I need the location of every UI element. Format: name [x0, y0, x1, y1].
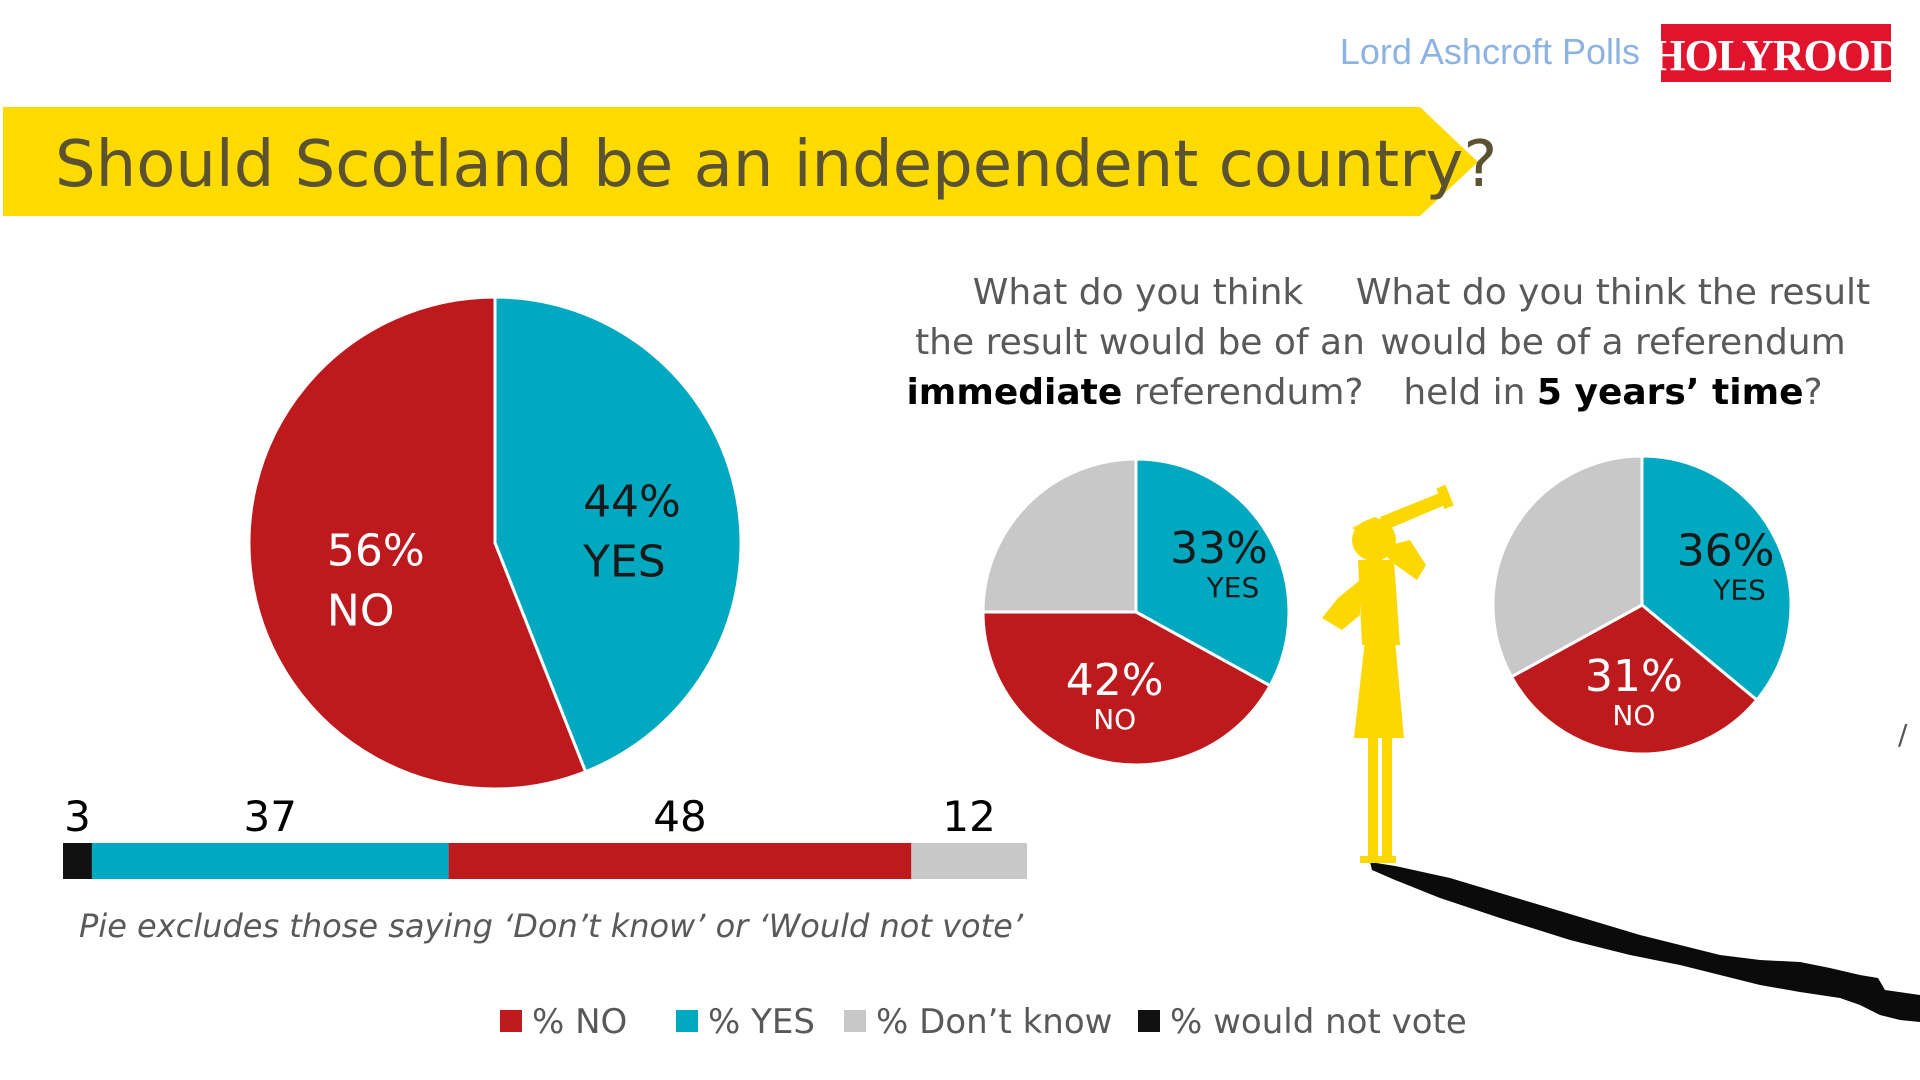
legend-label-no: % NO [532, 1002, 627, 1042]
question-five-years-suffix: ? [1804, 372, 1823, 413]
woman-silhouette [1322, 484, 1454, 863]
page-title: Should Scotland be an independent countr… [55, 128, 1497, 202]
pie-main-label-cat-no: NO [327, 585, 395, 636]
stacked-bar-label-would-not-vote: 3 [64, 792, 91, 841]
legend: % NO % YES % Don’t know % would not vote [500, 1002, 1467, 1042]
question-immediate-line2: the result would be of an [915, 322, 1365, 363]
pie-five-years-slice-no [1509, 603, 1759, 756]
pie-five-years-slice-yes [1640, 454, 1793, 703]
stacked-bar-segment-no [448, 843, 912, 879]
legend-swatch-no [500, 1010, 522, 1032]
legend-label-would-not-vote: % would not vote [1170, 1002, 1467, 1042]
pollster-name: Lord Ashcroft Polls [1340, 31, 1640, 72]
pie-immediate-label-cat-no: NO [1093, 703, 1136, 736]
holyrood-logo-bg [1661, 24, 1891, 82]
pie-five-years-label-cat-no: NO [1612, 699, 1655, 732]
title-banner [3, 107, 1478, 216]
pie-immediate-slice-yes [1134, 457, 1291, 688]
question-five-years-bold: 5 years’ time [1537, 372, 1804, 413]
pie-five-years: 36%YES 31%NO [1491, 454, 1793, 756]
pie-immediate-label-pct-yes: 33% [1170, 523, 1268, 574]
stacked-bar-segment-don-t-know [911, 843, 1027, 879]
question-five-years-line3: held in 5 years’ time? [1403, 372, 1822, 413]
legend-swatch-would-not-vote [1138, 1010, 1160, 1032]
pie-main-label-cat-yes: YES [582, 537, 666, 588]
question-five-years-prefix: held in [1403, 372, 1537, 413]
pie-immediate: 33%YES 42%NO [981, 457, 1291, 767]
telescope-woman-illustration [1322, 484, 1920, 1022]
stacked-bar-segment-would-not-vote [63, 843, 92, 879]
pie-main-slice-yes [493, 295, 743, 774]
legend-label-yes: % YES [708, 1002, 815, 1042]
question-immediate-bold: immediate [906, 372, 1122, 413]
pie-immediate-slice-no [981, 610, 1273, 767]
pie-five-years-label-pct-no: 31% [1585, 651, 1683, 702]
edge-mark: / [1898, 718, 1908, 751]
question-five-years: What do you think the result would be of… [1356, 272, 1870, 413]
legend-swatch-don-t-know [844, 1010, 866, 1032]
pie-exclusion-note: Pie excludes those saying ‘Don’t know’ o… [79, 907, 1024, 945]
question-immediate: What do you think the result would be of… [906, 272, 1364, 413]
pie-immediate-label-cat-yes: YES [1206, 571, 1260, 604]
pie-five-years-slice-don-t-know [1491, 454, 1644, 679]
question-immediate-line3: immediate referendum? [906, 372, 1363, 413]
pie-immediate-slice-don-t-know [981, 457, 1138, 614]
stacked-bar: 3 37 48 12 [63, 792, 1027, 879]
legend-swatch-yes [676, 1010, 698, 1032]
question-five-years-line1: What do you think the result [1356, 272, 1870, 313]
pie-main: 44% YES 56% NO [247, 295, 743, 791]
shadow-silhouette [1370, 862, 1920, 1022]
stacked-bar-label-yes: 37 [244, 792, 297, 841]
stacked-bar-label-don-t-know: 12 [942, 792, 995, 841]
pie-five-years-label-cat-yes: YES [1712, 574, 1766, 607]
pie-main-label-pct-yes: 44% [583, 477, 681, 528]
legend-label-don-t-know: % Don’t know [876, 1002, 1112, 1042]
stacked-bar-label-no: 48 [653, 792, 706, 841]
question-immediate-line1: What do you think [973, 272, 1304, 313]
holyrood-logo: HOLYROOD [1651, 31, 1901, 80]
pie-five-years-label-pct-yes: 36% [1677, 526, 1775, 577]
question-immediate-rest: referendum? [1122, 372, 1363, 413]
question-five-years-line2: would be of a referendum [1380, 322, 1845, 363]
stacked-bar-segment-yes [91, 843, 449, 879]
pie-main-label-pct-no: 56% [327, 525, 425, 576]
pie-main-slice-no [247, 295, 588, 791]
pie-immediate-label-pct-no: 42% [1066, 655, 1164, 706]
